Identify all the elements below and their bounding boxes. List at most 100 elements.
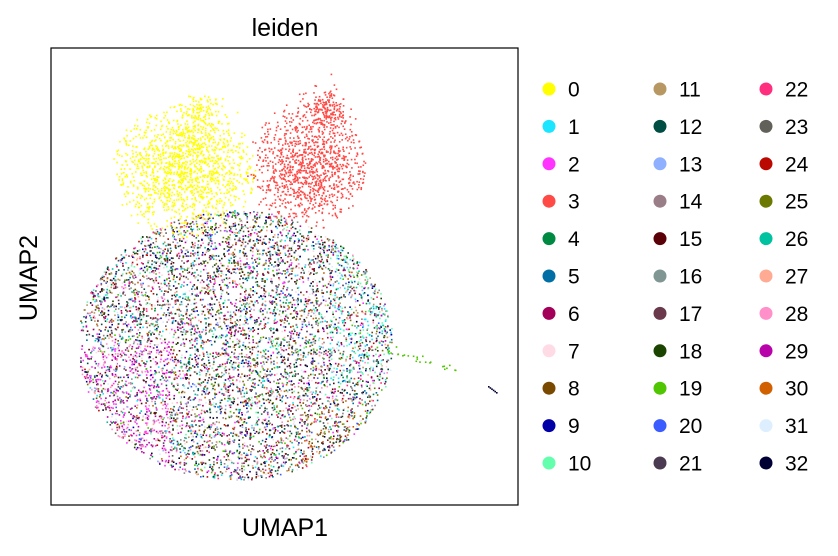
point-cluster-12 <box>230 211 232 214</box>
point-cluster-12 <box>319 348 321 350</box>
point-cluster-21 <box>360 357 362 359</box>
point-cluster-21 <box>208 377 210 379</box>
point-cluster-10 <box>346 377 348 380</box>
point-cluster-16 <box>190 313 193 315</box>
point-cluster-25 <box>376 394 379 396</box>
point-cluster-18 <box>307 238 310 241</box>
point-cluster-16 <box>126 325 129 328</box>
point-cluster-13 <box>231 440 234 442</box>
point-cluster-21 <box>189 223 191 225</box>
point-cluster-21 <box>231 216 233 218</box>
point-cluster-14 <box>276 273 278 276</box>
point-cluster-32 <box>177 359 179 362</box>
point-cluster-28 <box>155 420 158 422</box>
point-cluster-25 <box>176 413 179 416</box>
point-cluster-21 <box>303 423 306 425</box>
point-cluster-28 <box>166 403 169 405</box>
point-cluster-16 <box>281 319 283 321</box>
point-cluster-12 <box>186 269 188 271</box>
point-cluster-4 <box>338 438 340 441</box>
point-cluster-10 <box>333 316 335 319</box>
point-cluster-8 <box>243 273 246 276</box>
point-cluster-14 <box>264 235 266 238</box>
point-cluster-14 <box>239 391 242 393</box>
point-cluster-5 <box>258 296 260 299</box>
point-cluster-15 <box>273 432 276 434</box>
point-cluster-6 <box>208 256 211 259</box>
point-cluster-18 <box>314 339 317 342</box>
point-cluster-25 <box>171 226 174 229</box>
point-cluster-31 <box>167 380 170 383</box>
point-cluster-10 <box>130 265 133 267</box>
point-cluster-4 <box>323 358 325 360</box>
point-cluster-19 <box>258 441 260 443</box>
point-cluster-19 <box>92 298 95 301</box>
point-cluster-14 <box>223 463 226 465</box>
point-cluster-23 <box>244 460 246 463</box>
point-cluster-23 <box>359 329 362 332</box>
point-cluster-13 <box>273 266 275 268</box>
point-cluster-13 <box>205 221 207 223</box>
point-cluster-21 <box>380 368 382 370</box>
point-cluster-17 <box>172 429 174 431</box>
point-cluster-28 <box>178 468 180 471</box>
point-cluster-32 <box>154 411 156 414</box>
point-cluster-7 <box>361 299 363 301</box>
point-cluster-10 <box>366 332 369 335</box>
point-cluster-28 <box>115 375 118 377</box>
point-cluster-10 <box>185 433 187 436</box>
point-cluster-7 <box>243 442 246 444</box>
point-cluster-31 <box>265 411 268 413</box>
point-cluster-30 <box>347 278 349 280</box>
point-cluster-29 <box>151 271 153 273</box>
point-cluster-22 <box>130 434 132 436</box>
point-cluster-20 <box>303 320 306 323</box>
point-cluster-28 <box>320 317 323 319</box>
point-cluster-24 <box>273 247 276 250</box>
point-cluster-29 <box>334 425 336 427</box>
point-cluster-6 <box>230 246 233 248</box>
point-cluster-6 <box>215 393 218 395</box>
point-cluster-2 <box>129 359 132 361</box>
point-cluster-11 <box>159 257 161 260</box>
point-cluster-15 <box>272 296 275 298</box>
point-cluster-28 <box>207 340 210 342</box>
point-cluster-1 <box>317 240 320 243</box>
point-cluster-25 <box>352 366 355 369</box>
point-cluster-28 <box>252 270 254 272</box>
point-cluster-32 <box>96 375 98 377</box>
point-cluster-4 <box>329 437 331 440</box>
point-cluster-24 <box>243 400 246 403</box>
point-cluster-6 <box>114 338 117 341</box>
point-cluster-17 <box>120 274 123 277</box>
point-cluster-7 <box>364 320 367 322</box>
point-cluster-11 <box>277 253 280 255</box>
point-cluster-12 <box>175 247 177 249</box>
point-cluster-30 <box>136 376 139 379</box>
point-cluster-15 <box>340 342 343 344</box>
point-cluster-32 <box>106 268 109 270</box>
point-cluster-2 <box>85 355 87 358</box>
point-cluster-30 <box>180 455 182 458</box>
point-cluster-19 <box>127 339 130 341</box>
point-cluster-8 <box>207 325 210 327</box>
point-cluster-11 <box>214 247 217 250</box>
point-cluster-16 <box>330 324 332 326</box>
point-cluster-26 <box>257 345 259 348</box>
point-cluster-20 <box>312 359 314 362</box>
point-cluster-4 <box>156 383 159 386</box>
point-cluster-6 <box>244 418 246 421</box>
point-cluster-2 <box>115 403 117 405</box>
point-cluster-5 <box>336 332 338 334</box>
point-cluster-10 <box>357 380 360 383</box>
point-cluster-29 <box>258 418 260 421</box>
point-cluster-14 <box>170 225 173 227</box>
point-cluster-25 <box>253 225 256 228</box>
point-cluster-1 <box>104 294 107 296</box>
point-cluster-8 <box>329 441 331 443</box>
point-cluster-22 <box>140 291 143 294</box>
point-cluster-12 <box>291 347 293 349</box>
point-cluster-18 <box>185 365 188 368</box>
point-cluster-28 <box>202 343 205 345</box>
point-cluster-2 <box>145 422 147 424</box>
